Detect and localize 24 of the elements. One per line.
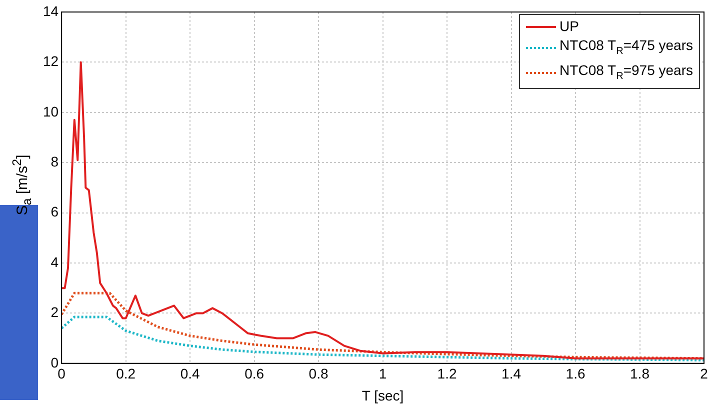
x-tick-label: 1.4 (502, 366, 522, 382)
y-tick-label: 4 (50, 254, 59, 270)
y-tick-label: 6 (50, 204, 59, 220)
x-axis-title: T [sec] (362, 387, 404, 404)
y-tick-label: 12 (42, 53, 59, 70)
line-series (62, 292, 704, 360)
legend-label: NTC08 T$_{R}$=975 years (560, 60, 693, 84)
x-tick-label: 0.4 (180, 366, 200, 382)
legend-label: NTC08 T$_{R}$=475 years (560, 36, 693, 59)
x-tick-label: 2 (700, 366, 708, 382)
x-tick-label: 1 (378, 366, 387, 382)
line-series (62, 316, 704, 362)
x-tick-label: 1.2 (437, 366, 457, 382)
y-tick-label: 0 (50, 354, 59, 370)
legend-label: UP (560, 17, 579, 36)
x-tick-label: 1.8 (630, 366, 650, 382)
x-tick-label: 0.2 (116, 366, 136, 382)
y-tick-label: 2 (50, 304, 59, 320)
y-tick-label: 8 (50, 153, 59, 170)
x-tick-label: 0.6 (244, 366, 264, 382)
x-tick-label: 1.6 (566, 366, 586, 382)
y-tick-label: 10 (42, 103, 59, 120)
x-tick-label: 0.8 (308, 366, 328, 382)
y-tick-label: 14 (42, 2, 59, 19)
